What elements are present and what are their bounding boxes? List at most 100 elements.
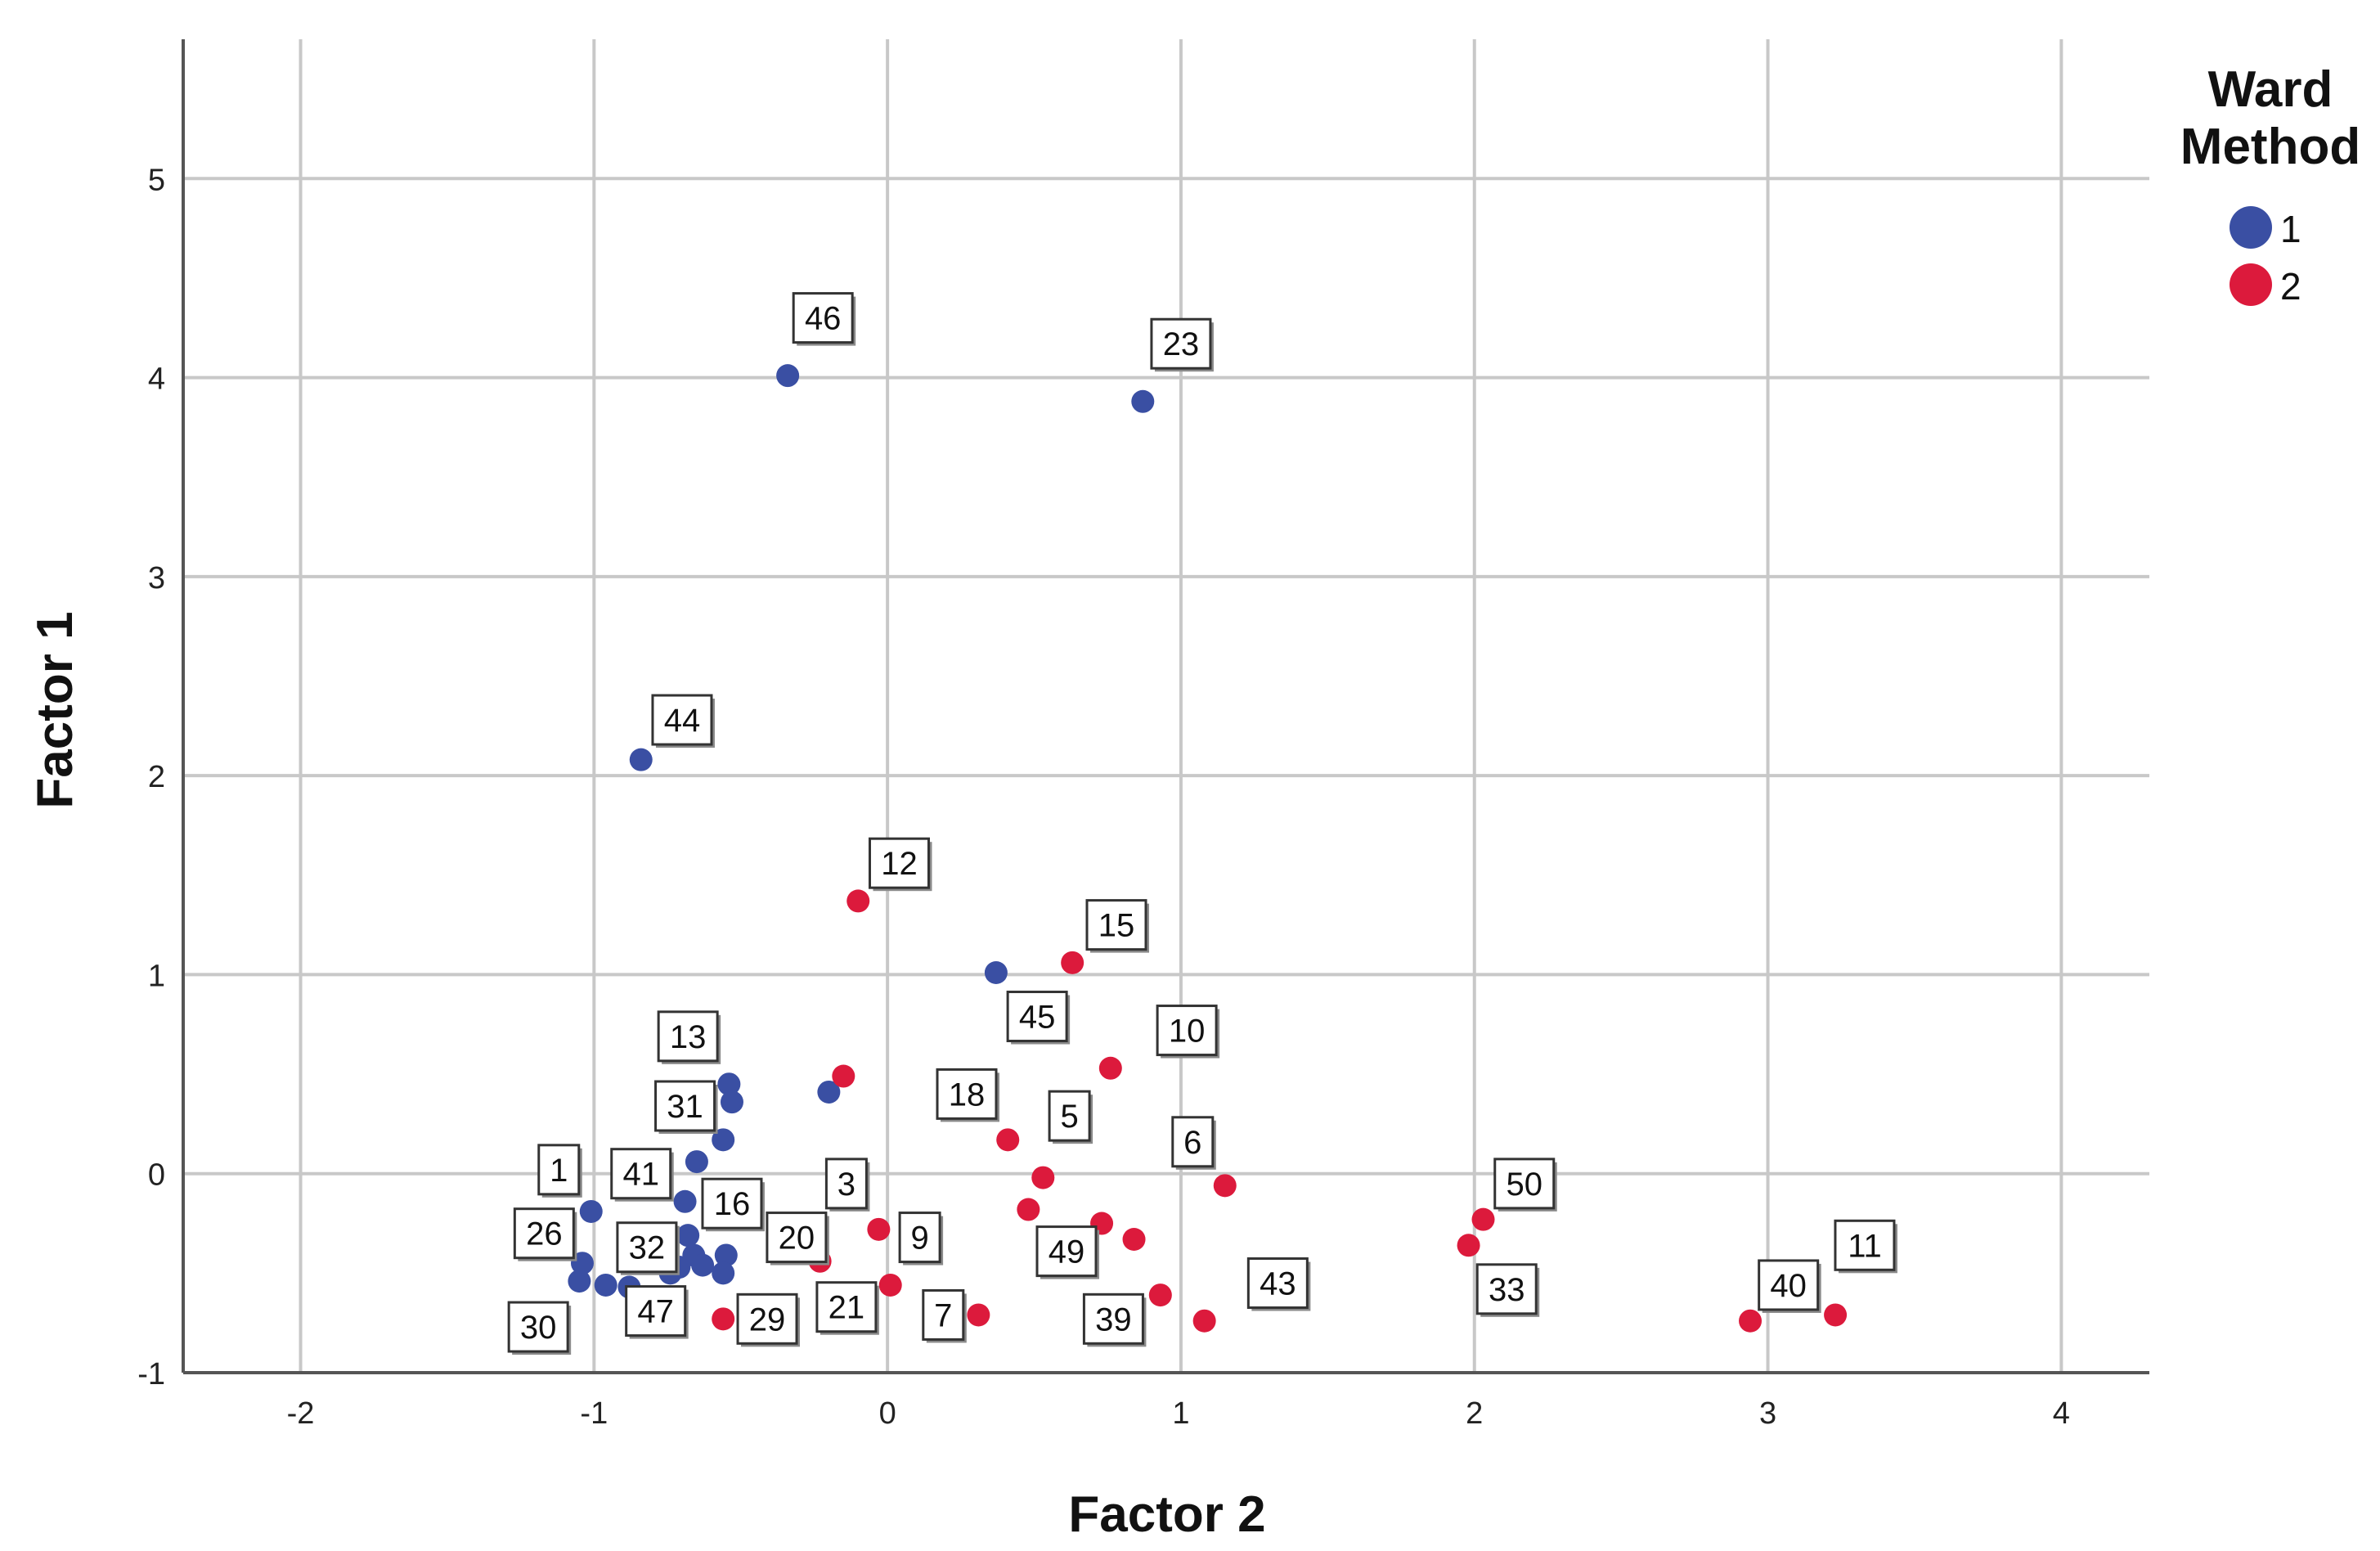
data-point-series-1 <box>776 364 800 388</box>
x-tick-label: 2 <box>1466 1396 1483 1431</box>
point-label-box <box>654 1080 716 1132</box>
y-tick-label: -1 <box>137 1357 165 1391</box>
point-label-text: 26 <box>526 1216 563 1252</box>
data-point-series-1 <box>579 1199 603 1223</box>
point-label-box <box>1156 1005 1218 1057</box>
y-tick-label: 5 <box>148 163 165 197</box>
data-point-series-2 <box>1031 1166 1055 1189</box>
point-label-21: 21 <box>815 1281 879 1335</box>
point-label-box <box>1758 1259 1820 1311</box>
legend-label-2: 2 <box>2280 265 2301 308</box>
point-label-text: 11 <box>1848 1228 1882 1264</box>
legend-marker-1 <box>2230 206 2272 249</box>
y-axis-title: Factor 1 <box>27 611 83 808</box>
point-label-49: 49 <box>1035 1225 1100 1279</box>
data-point-series-1 <box>720 1090 743 1114</box>
point-label-text: 5 <box>1060 1099 1078 1135</box>
point-label-text: 13 <box>670 1019 707 1055</box>
data-point-series-1 <box>714 1243 738 1267</box>
data-point-series-1 <box>712 1261 735 1285</box>
point-label-text: 10 <box>1169 1014 1206 1050</box>
point-label-44: 44 <box>651 694 715 749</box>
point-label-box <box>766 1212 828 1264</box>
point-label-box <box>868 837 930 889</box>
point-label-text: 30 <box>520 1310 557 1346</box>
point-label-box <box>936 1068 998 1120</box>
x-tick-label: -1 <box>580 1396 608 1431</box>
point-label-45: 45 <box>1006 991 1071 1045</box>
x-axis-title: Factor 2 <box>1068 1486 1265 1543</box>
point-label-30: 30 <box>507 1301 572 1355</box>
point-label-text: 9 <box>910 1221 928 1257</box>
point-label-40: 40 <box>1758 1259 1821 1313</box>
data-point-series-1 <box>673 1189 697 1213</box>
point-label-box <box>815 1281 878 1333</box>
point-label-box <box>657 1010 719 1063</box>
point-label-box <box>792 292 854 344</box>
data-point-series-2 <box>1457 1234 1480 1257</box>
y-tick-labels: -1 0 1 2 3 4 5 <box>137 163 165 1391</box>
point-label-text: 45 <box>1019 1000 1056 1036</box>
x-tick-label: 3 <box>1759 1396 1776 1431</box>
point-label-text: 44 <box>664 703 701 739</box>
point-label-16: 16 <box>701 1177 765 1232</box>
point-label-box <box>513 1207 575 1260</box>
point-label-1: 1 <box>537 1144 582 1198</box>
point-labels: 46 23 44 12 15 45 10 13 31 18 5 6 1 41 3 50 16 26 20 9 32 11 4… <box>507 292 1897 1355</box>
data-point-series-1 <box>984 961 1008 984</box>
point-label-text: 6 <box>1183 1125 1201 1161</box>
point-label-box <box>1150 317 1212 370</box>
point-label-text: 23 <box>1163 326 1200 362</box>
point-label-box <box>537 1144 581 1196</box>
point-label-box <box>1082 1292 1144 1345</box>
point-label-box <box>1006 991 1068 1043</box>
point-label-46: 46 <box>792 292 856 346</box>
point-label-box <box>1246 1257 1309 1310</box>
point-label-11: 11 <box>1834 1219 1897 1274</box>
data-point-series-2 <box>996 1128 1020 1152</box>
point-label-32: 32 <box>616 1221 680 1275</box>
point-label-box <box>1085 899 1147 951</box>
data-point-series-1 <box>676 1224 700 1248</box>
point-label-33: 33 <box>1475 1263 1540 1317</box>
data-point-series-1 <box>1131 389 1155 413</box>
point-label-text: 21 <box>829 1290 865 1326</box>
point-label-box <box>1171 1116 1215 1168</box>
data-point-series-2 <box>1192 1309 1216 1333</box>
point-label-text: 43 <box>1260 1266 1296 1302</box>
x-tick-label: -2 <box>287 1396 315 1431</box>
data-point-series-1 <box>817 1080 841 1104</box>
point-label-6: 6 <box>1171 1116 1216 1170</box>
point-label-box <box>922 1288 965 1341</box>
data-point-series-2 <box>1122 1228 1146 1251</box>
point-label-3: 3 <box>824 1158 870 1212</box>
y-tick-label: 4 <box>148 362 165 397</box>
point-label-box <box>625 1285 687 1337</box>
point-label-20: 20 <box>766 1212 829 1266</box>
data-point-series-1 <box>685 1150 708 1174</box>
data-point-series-2 <box>878 1273 902 1297</box>
data-point-series-2 <box>1213 1174 1237 1198</box>
point-label-box <box>1475 1263 1538 1315</box>
data-point-series-1 <box>629 748 653 771</box>
point-label-text: 49 <box>1049 1234 1085 1270</box>
data-point-series-2 <box>712 1307 735 1331</box>
legend-marker-2 <box>2230 263 2272 306</box>
data-point-series-2 <box>1471 1207 1495 1231</box>
point-label-29: 29 <box>736 1292 801 1347</box>
data-point-series-2 <box>1739 1309 1763 1333</box>
point-label-10: 10 <box>1156 1005 1220 1059</box>
point-label-39: 39 <box>1082 1292 1147 1347</box>
data-point-series-1 <box>717 1072 741 1096</box>
legend-label-1: 1 <box>2280 208 2301 250</box>
point-label-box <box>1048 1090 1091 1142</box>
point-label-text: 15 <box>1098 908 1135 944</box>
point-label-text: 18 <box>949 1077 986 1113</box>
legend-title-line2: Method <box>2180 119 2360 175</box>
point-label-text: 12 <box>881 846 918 882</box>
point-label-31: 31 <box>654 1080 718 1134</box>
y-tick-label: 1 <box>148 959 165 993</box>
point-label-text: 50 <box>1506 1167 1543 1203</box>
point-label-box <box>898 1212 941 1264</box>
